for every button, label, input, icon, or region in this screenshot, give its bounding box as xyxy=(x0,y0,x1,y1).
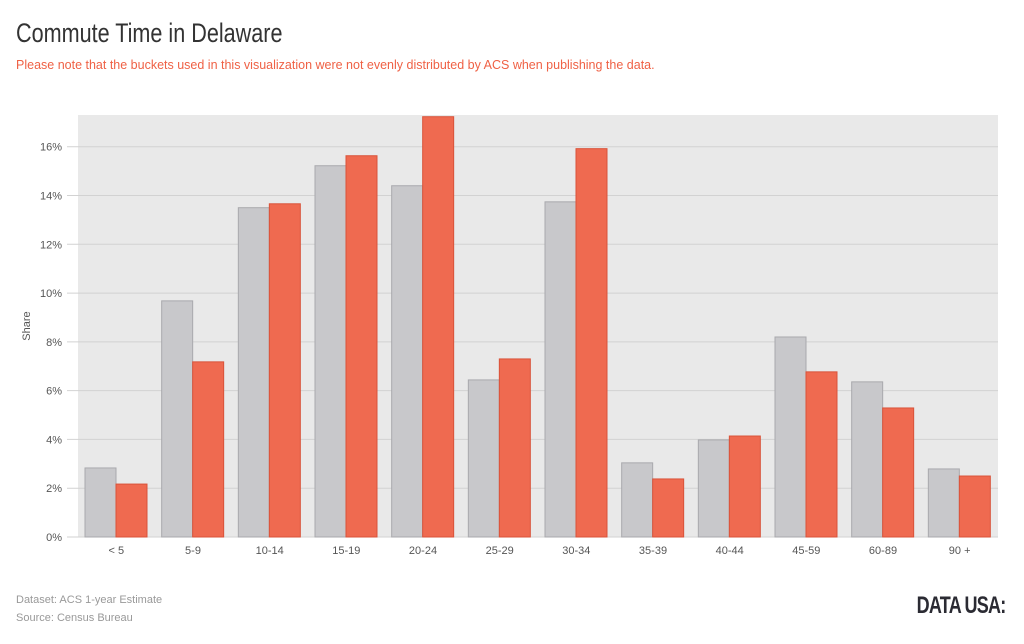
x-tick-label: 5-9 xyxy=(185,545,201,557)
bar xyxy=(345,155,378,538)
bar xyxy=(268,203,301,538)
y-tick-label: 6% xyxy=(46,386,62,398)
y-tick-label: 4% xyxy=(46,434,62,446)
y-axis-label: Share xyxy=(21,311,33,340)
bar xyxy=(391,185,424,538)
x-tick-label: 90 + xyxy=(949,545,971,557)
bar xyxy=(621,462,654,538)
x-tick-label: 45-59 xyxy=(792,545,820,557)
bar xyxy=(851,381,884,538)
bar xyxy=(927,468,960,538)
bar xyxy=(467,379,500,538)
y-tick-label: 2% xyxy=(46,483,62,495)
bar xyxy=(237,207,270,538)
bar-chart: 0% 2% 4% 6% 8% 10% 12% 14% 16% Share < 5 5-9 10-14 15… xyxy=(21,115,998,557)
chart-title: Commute Time in Delaware xyxy=(16,18,283,48)
source-label: Source: Census Bureau xyxy=(16,612,133,624)
y-tick-label: 14% xyxy=(40,190,62,202)
bar xyxy=(774,336,807,538)
bar xyxy=(958,475,991,538)
y-tick-label: 10% xyxy=(40,288,62,300)
bar xyxy=(314,165,347,538)
x-tick-label: 60-89 xyxy=(869,545,897,557)
y-tick-label: 0% xyxy=(46,532,62,544)
dataset-label: Dataset: ACS 1-year Estimate xyxy=(16,594,163,606)
plot-background xyxy=(78,115,998,537)
x-tick-label: 30-34 xyxy=(562,545,590,557)
bar xyxy=(652,478,685,538)
y-tick-label: 16% xyxy=(40,142,62,154)
x-tick-label: < 5 xyxy=(109,545,125,557)
x-tick-label: 40-44 xyxy=(716,545,744,557)
bar xyxy=(805,371,838,538)
bar xyxy=(161,300,194,538)
x-tick-label: 10-14 xyxy=(256,545,284,557)
bar xyxy=(115,483,148,538)
bar xyxy=(575,148,608,538)
bar xyxy=(544,201,577,538)
bar xyxy=(697,439,730,538)
bar xyxy=(422,116,455,538)
bar xyxy=(192,361,225,538)
y-tick-label: 12% xyxy=(40,239,62,251)
x-tick-label: 20-24 xyxy=(409,545,437,557)
y-tick-label: 8% xyxy=(46,337,62,349)
bar xyxy=(728,435,761,538)
bar xyxy=(882,407,915,538)
chart-subtitle: Please note that the buckets used in thi… xyxy=(16,58,655,72)
x-tick-label: 25-29 xyxy=(486,545,514,557)
bar xyxy=(498,358,531,538)
x-tick-label: 15-19 xyxy=(332,545,360,557)
x-tick-label: 35-39 xyxy=(639,545,667,557)
bar xyxy=(84,467,117,538)
datausa-logo[interactable]: DATA USA: xyxy=(917,592,1007,619)
